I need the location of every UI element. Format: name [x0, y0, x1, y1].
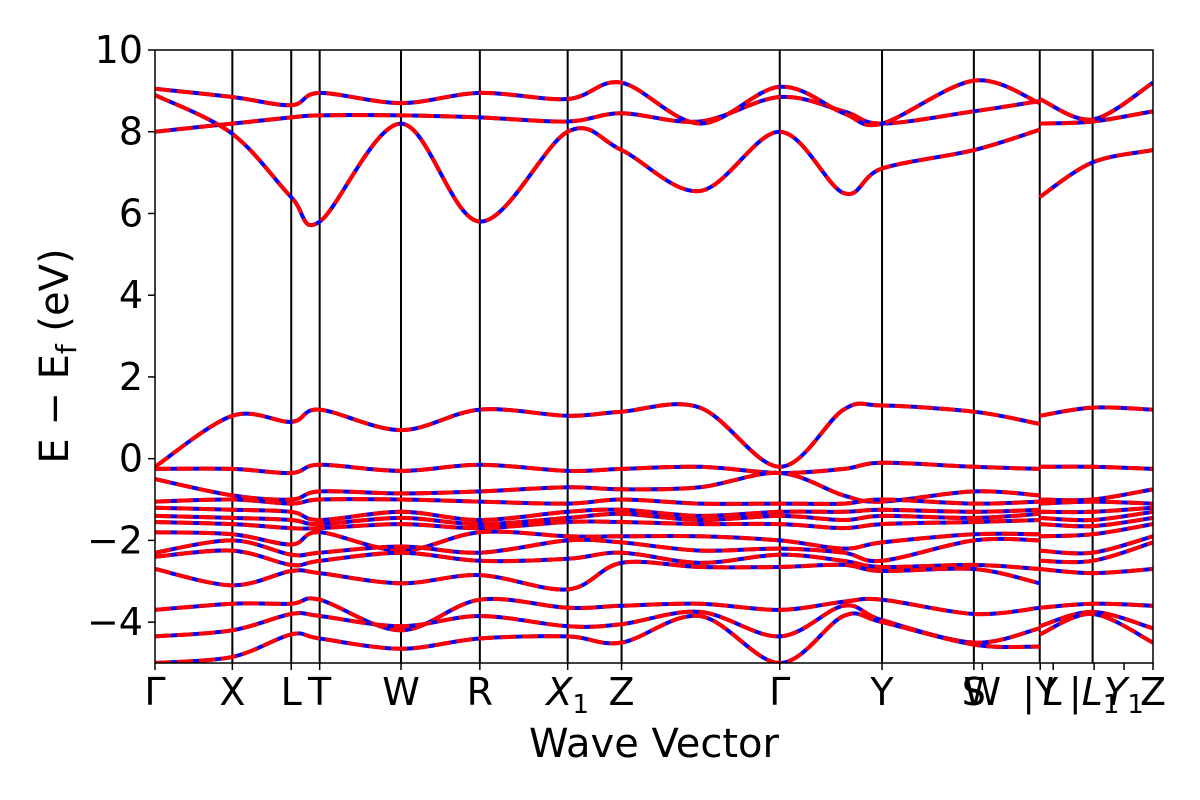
- x-tick-label-11: W: [964, 670, 1002, 714]
- band-line-dashed-3: [1038, 80, 1153, 122]
- band-line-dashed-5: [1038, 148, 1153, 199]
- y-axis-ticks: −4 −2 0 2 4 6 8 10: [87, 28, 155, 644]
- band-line-dashed-9: [1039, 464, 1153, 471]
- x-tick-label-2: L: [281, 670, 302, 714]
- band-line-dashed-18: [155, 518, 1040, 531]
- y-axis-label-sub: f: [50, 343, 83, 354]
- y-tick-label-7: 10: [95, 28, 143, 72]
- band-line-dashed-15: [1039, 505, 1153, 515]
- band-line-dashed-10: [155, 470, 1040, 504]
- x-tick-label-5: R: [467, 670, 493, 714]
- y-axis-label-main: E − E: [32, 354, 78, 464]
- y-tick-label-1: −2: [87, 518, 143, 562]
- band-line-dashed-13: [1039, 499, 1153, 506]
- x-tick-label-6: X1: [544, 670, 589, 720]
- band-line-dashed-16: [155, 511, 1040, 527]
- band-line-dashed-32: [155, 611, 1040, 663]
- x-tick-label-4: W: [382, 670, 420, 714]
- x-tick-label-3: T: [307, 670, 332, 714]
- band-line-dashed-24: [155, 548, 1040, 571]
- band-line-dashed-8: [155, 460, 1040, 476]
- x-tick-label-10: S: [962, 670, 986, 714]
- y-tick-label-0: −4: [87, 600, 143, 644]
- high-symmetry-lines: [231, 50, 1094, 663]
- y-tick-label-2: 0: [119, 437, 143, 481]
- band-line-dashed-14: [155, 505, 1040, 523]
- band-line-dashed-21: [1039, 522, 1153, 539]
- x-tick-label-8: Γ: [769, 670, 790, 714]
- band-line-dashed-33: [1038, 611, 1153, 645]
- x-tick-label-12: |Y: [1022, 670, 1059, 715]
- y-axis-label-unit: (eV): [32, 248, 78, 344]
- band-line-dashed-23: [1039, 534, 1153, 556]
- y-tick-label-5: 6: [119, 191, 143, 235]
- band-line-dashed-17: [1039, 509, 1153, 523]
- band-line-dashed-4: [155, 93, 1041, 228]
- band-curves: [155, 78, 1153, 663]
- band-line-dashed-25: [1039, 540, 1153, 565]
- band-line-dashed-29: [1039, 601, 1153, 610]
- band-line-dashed-27: [1039, 567, 1153, 576]
- band-line-dashed-22: [155, 536, 1040, 564]
- band-line-dashed-19: [1039, 515, 1153, 529]
- band-line-dashed-11: [1039, 487, 1153, 503]
- band-line-dashed-6: [155, 401, 1041, 469]
- band-line-dashed-12: [155, 497, 1040, 506]
- x-tick-label-0: Γ: [144, 670, 165, 714]
- x-axis-label: Wave Vector: [529, 721, 780, 767]
- band-line-dashed-2: [155, 78, 1041, 128]
- x-tick-label-13: L: [1043, 670, 1064, 714]
- x-tick-label-1: X: [219, 670, 245, 714]
- band-line-solid-5: [1038, 148, 1153, 199]
- band-line-solid-32: [155, 611, 1040, 663]
- y-tick-label-6: 8: [119, 110, 143, 154]
- band-line-dashed-31: [1039, 609, 1153, 631]
- x-tick-label-15: Y1: [1104, 670, 1144, 720]
- plot-frame: [154, 49, 1154, 664]
- y-tick-label-4: 4: [119, 273, 143, 317]
- y-axis-label: E − Ef (eV): [32, 248, 83, 463]
- band-line-dashed-7: [1039, 405, 1153, 418]
- x-tick-label-7: Z: [609, 670, 635, 714]
- x-tick-label-14: |L1: [1069, 670, 1120, 720]
- x-tick-label-16: Z: [1140, 670, 1166, 714]
- band-line-dashed-20: [155, 529, 1040, 553]
- band-line-dashed-28: [155, 596, 1040, 633]
- x-tick-label-9: Y: [869, 670, 894, 714]
- band-line-dashed-26: [155, 559, 1041, 592]
- y-tick-label-3: 2: [119, 355, 143, 399]
